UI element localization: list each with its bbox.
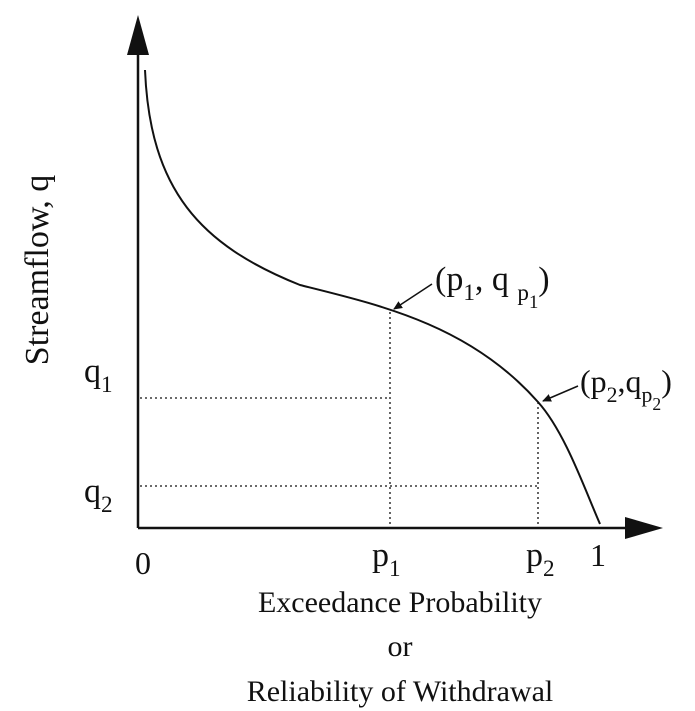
point-annotation: (p2,qp2) (580, 363, 672, 414)
point-annotation: (p1, q p1) (435, 261, 550, 313)
label-text: (p (435, 261, 463, 298)
label-text: q (84, 353, 101, 390)
x-axis-title: Exceedance Probability (258, 586, 542, 619)
label-text: p (372, 537, 389, 574)
x-tick-label: 1 (590, 537, 606, 573)
x-tick-label: 0 (135, 545, 151, 581)
label-subscript: p (517, 280, 529, 306)
x-tick-label: p1 (372, 537, 401, 582)
label-subscript: 2 (543, 556, 555, 582)
label-text: ) (661, 363, 672, 399)
y-tick-label: q2 (84, 473, 113, 518)
y-arrow (127, 15, 149, 55)
y-axis-title: Streamflow, q (19, 175, 56, 365)
x-axis-title: Reliability of Withdrawal (247, 675, 554, 708)
flow-duration-curve (144, 69, 601, 525)
label-text: ) (538, 261, 549, 298)
x-arrow (625, 517, 663, 539)
label-text: p (526, 537, 543, 574)
label-subscript: 1 (463, 280, 475, 306)
label-subscript: 2 (101, 492, 113, 518)
x-axis-title: or (388, 630, 413, 663)
label-text: , q (475, 261, 518, 298)
point2-arrow (542, 385, 579, 402)
label-subscript: 1 (389, 556, 401, 582)
label-text: (p (580, 363, 607, 399)
label-subscript: 2 (607, 383, 618, 407)
label-text: ,q (618, 363, 642, 399)
guide-lines (140, 312, 539, 528)
label-subscript: 1 (101, 372, 113, 398)
label-text: q (84, 473, 101, 510)
label-subscript: 1 (529, 292, 538, 313)
label-subscript: 2 (652, 394, 661, 414)
label-subscript: p (642, 383, 653, 407)
point1-arrow (393, 283, 433, 310)
x-tick-label: p2 (526, 537, 555, 582)
y-tick-label: q1 (84, 353, 113, 398)
